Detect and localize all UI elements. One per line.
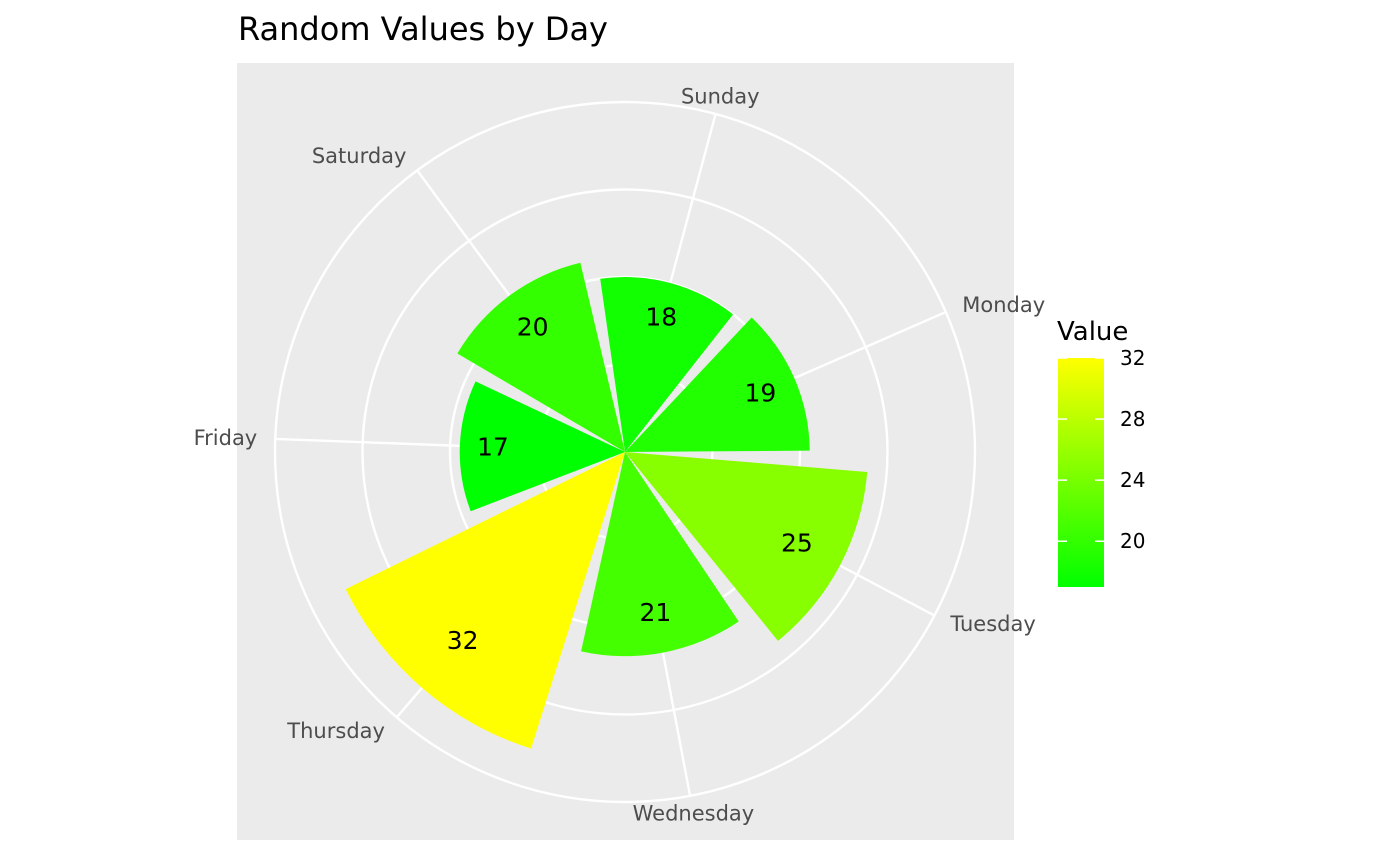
legend-ticks: 20 24 28 32 <box>1058 346 1145 553</box>
data-label-tuesday: 25 <box>781 528 813 557</box>
category-label-layer: Sunday Monday Tuesday Wednesday Thursday Frid… <box>194 85 1046 826</box>
legend-colorbar <box>1058 358 1104 587</box>
legend-tick-label: 24 <box>1120 468 1145 492</box>
bar-wednesday <box>581 452 739 657</box>
bar-friday <box>459 381 625 512</box>
category-label-sunday: Sunday <box>681 85 760 109</box>
data-label-sunday: 18 <box>645 302 677 331</box>
category-label-friday: Friday <box>194 426 258 450</box>
data-label-saturday: 20 <box>517 312 549 341</box>
legend: Value 20 24 28 32 <box>1057 317 1145 587</box>
bar-sunday <box>600 277 734 452</box>
data-label-thursday: 32 <box>447 626 479 655</box>
category-label-wednesday: Wednesday <box>633 802 755 826</box>
grid-circle <box>273 100 977 804</box>
category-label-saturday: Saturday <box>312 144 407 168</box>
legend-title: Value <box>1057 317 1128 347</box>
bar-tuesday <box>625 452 868 641</box>
chart-title: Random Values by Day <box>238 10 608 48</box>
legend-tick-label: 32 <box>1120 346 1145 370</box>
bar-monday <box>625 317 810 452</box>
grid-circle <box>361 188 889 716</box>
legend-tick-label: 20 <box>1120 529 1145 553</box>
data-label-monday: 19 <box>745 378 777 407</box>
legend-tick-label: 28 <box>1120 407 1145 431</box>
category-label-monday: Monday <box>962 293 1045 317</box>
category-label-tuesday: Tuesday <box>949 612 1035 636</box>
category-label-thursday: Thursday <box>286 719 385 743</box>
bar-layer <box>345 262 868 749</box>
data-label-friday: 17 <box>477 433 509 462</box>
bar-saturday <box>457 262 625 452</box>
data-label-layer: 18 19 25 21 32 17 20 <box>447 302 813 655</box>
data-label-wednesday: 21 <box>639 598 671 627</box>
bar-thursday <box>345 452 625 749</box>
